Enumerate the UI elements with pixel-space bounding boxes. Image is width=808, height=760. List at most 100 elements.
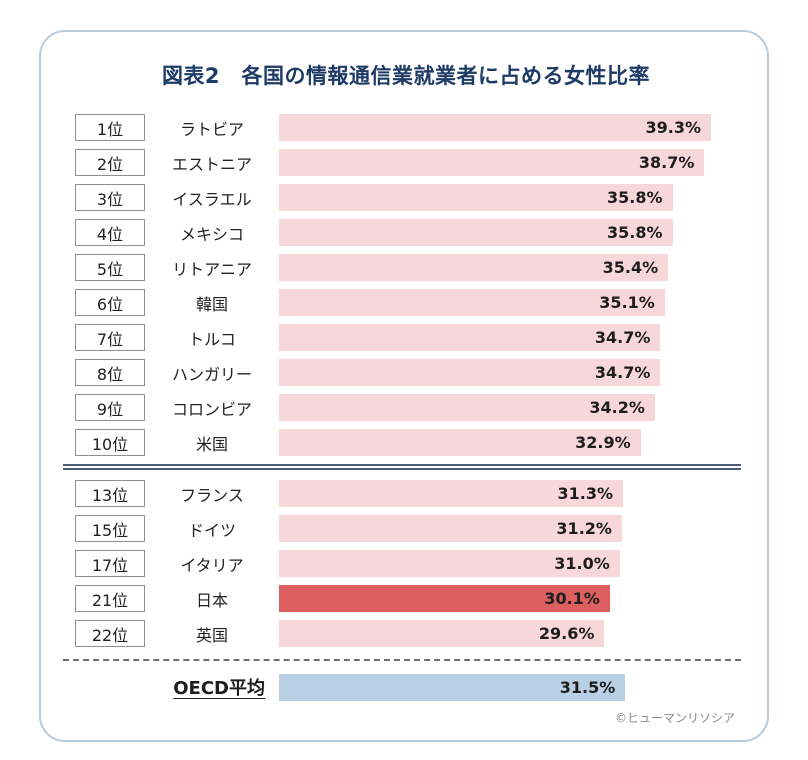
country-label: 米国 bbox=[195, 434, 228, 454]
chart-row: 9位 コロンビア 34.2% bbox=[75, 394, 737, 421]
bar: 32.9% bbox=[279, 429, 641, 456]
bar: 35.8% bbox=[279, 219, 673, 246]
rank-badge: 2位 bbox=[75, 149, 145, 176]
oecd-value-label: 31.5% bbox=[559, 677, 616, 697]
rank-badge: 6位 bbox=[75, 289, 145, 316]
chart-row: 8位 ハンガリー 34.7% bbox=[75, 359, 737, 386]
country-label: 日本 bbox=[195, 590, 228, 610]
value-label: 34.7% bbox=[594, 363, 651, 382]
chart-row: 6位 韓国 35.1% bbox=[75, 289, 737, 316]
bar: 31.2% bbox=[279, 515, 622, 542]
bar: 34.2% bbox=[279, 394, 655, 421]
chart-row: 10位 米国 32.9% bbox=[75, 429, 737, 456]
bar: 31.0% bbox=[279, 550, 620, 577]
bar: 34.7% bbox=[279, 324, 661, 351]
chart-row: 15位 ドイツ 31.2% bbox=[75, 515, 737, 542]
country-label: イタリア bbox=[180, 555, 244, 575]
top10-separator bbox=[63, 464, 741, 470]
bar-track: 31.2% bbox=[279, 515, 737, 542]
bar: 35.4% bbox=[279, 254, 669, 281]
country-label: エストニア bbox=[171, 154, 252, 174]
oecd-divider bbox=[63, 659, 741, 661]
value-label: 35.8% bbox=[606, 188, 663, 207]
value-label: 35.8% bbox=[606, 223, 663, 242]
bar-track: 34.2% bbox=[279, 394, 737, 421]
bar-track: 34.7% bbox=[279, 359, 737, 386]
rank-badge: 7位 bbox=[75, 324, 145, 351]
value-label: 31.3% bbox=[557, 484, 614, 503]
bar-track: 34.7% bbox=[279, 324, 737, 351]
value-label: 39.3% bbox=[645, 118, 701, 137]
top10-rows: 1位 ラトビア 39.3% 2位 エストニア 38.7% 3位 イスラエル 35.8% 4位 メキシ… bbox=[75, 114, 737, 456]
value-label: 34.2% bbox=[589, 398, 645, 417]
footer-credit: ©ヒューマンリソシア bbox=[614, 711, 735, 725]
value-label: 30.1% bbox=[544, 589, 600, 608]
value-label: 32.9% bbox=[575, 433, 631, 452]
bar-track: 35.8% bbox=[279, 219, 737, 246]
rank-badge: 8位 bbox=[75, 359, 145, 386]
bar: 38.7% bbox=[279, 149, 705, 176]
bar-track: 35.1% bbox=[279, 289, 737, 316]
country-label: ラトビア bbox=[179, 119, 244, 139]
oecd-bar: 31.5% bbox=[279, 673, 626, 701]
bar-track: 31.3% bbox=[279, 480, 737, 507]
rank-badge: 17位 bbox=[75, 550, 145, 577]
country-label: コロンビア bbox=[171, 399, 252, 419]
country-label: ハンガリー bbox=[171, 364, 252, 384]
rank-badge: 10位 bbox=[75, 429, 145, 456]
country-label: トルコ bbox=[188, 329, 236, 349]
value-label: 38.7% bbox=[638, 153, 695, 172]
chart-row: 2位 エストニア 38.7% bbox=[75, 149, 737, 176]
value-label: 35.4% bbox=[602, 258, 659, 277]
bar-track: 35.4% bbox=[279, 254, 737, 281]
value-label: 31.0% bbox=[554, 554, 610, 573]
country-label: イスラエル bbox=[172, 189, 252, 209]
country-label: メキシコ bbox=[179, 224, 244, 244]
oecd-row: OECD平均 31.5% bbox=[75, 673, 737, 701]
rank-badge: 5位 bbox=[75, 254, 145, 281]
value-label: 35.1% bbox=[599, 293, 655, 312]
oecd-bar-track: 31.5% bbox=[279, 673, 737, 701]
bar: 34.7% bbox=[279, 359, 661, 386]
chart-row: 13位 フランス 31.3% bbox=[75, 480, 737, 507]
rank-badge: 15位 bbox=[75, 515, 145, 542]
bar-track: 30.1% bbox=[279, 585, 737, 612]
value-label: 34.7% bbox=[594, 328, 651, 347]
rank-badge: 3位 bbox=[75, 184, 145, 211]
chart-row: 3位 イスラエル 35.8% bbox=[75, 184, 737, 211]
chart-row: 1位 ラトビア 39.3% bbox=[75, 114, 737, 141]
chart-row: 5位 リトアニア 35.4% bbox=[75, 254, 737, 281]
highlighted-bar: 30.1% bbox=[279, 585, 610, 612]
bar-track: 29.6% bbox=[279, 620, 737, 647]
bar-track: 35.8% bbox=[279, 184, 737, 211]
bar-track: 32.9% bbox=[279, 429, 737, 456]
bar: 39.3% bbox=[279, 114, 711, 141]
bar: 31.3% bbox=[279, 480, 624, 507]
bar-track: 38.7% bbox=[279, 149, 737, 176]
bar-track: 31.0% bbox=[279, 550, 737, 577]
bar-track: 39.3% bbox=[279, 114, 737, 141]
lower-rank-rows: 13位 フランス 31.3% 15位 ドイツ 31.2% 17位 イタリア 31.0% 21位 日本… bbox=[75, 480, 737, 647]
country-label: ドイツ bbox=[187, 520, 236, 540]
value-label: 29.6% bbox=[538, 624, 595, 643]
oecd-average-label: OECD平均 bbox=[173, 678, 265, 699]
value-label: 31.2% bbox=[556, 519, 612, 538]
country-label: 韓国 bbox=[195, 294, 228, 314]
chart-card: 図表2 各国の情報通信業就業者に占める女性比率 1位 ラトビア 39.3% 2位 エスト… bbox=[39, 30, 769, 742]
bar: 29.6% bbox=[279, 620, 605, 647]
bar: 35.8% bbox=[279, 184, 673, 211]
chart-row: 4位 メキシコ 35.8% bbox=[75, 219, 737, 246]
rank-badge: 21位 bbox=[75, 585, 145, 612]
rank-badge: 4位 bbox=[75, 219, 145, 246]
rank-badge: 13位 bbox=[75, 480, 145, 507]
rank-badge: 9位 bbox=[75, 394, 145, 421]
chart-row: 17位 イタリア 31.0% bbox=[75, 550, 737, 577]
country-label: リトアニア bbox=[172, 259, 252, 279]
chart-row: 21位 日本 30.1% bbox=[75, 585, 737, 612]
chart-row: 22位 英国 29.6% bbox=[75, 620, 737, 647]
country-label: フランス bbox=[180, 485, 244, 505]
rank-badge: 22位 bbox=[75, 620, 145, 647]
bar: 35.1% bbox=[279, 289, 665, 316]
rank-badge: 1位 bbox=[75, 114, 145, 141]
chart-row: 7位 トルコ 34.7% bbox=[75, 324, 737, 351]
